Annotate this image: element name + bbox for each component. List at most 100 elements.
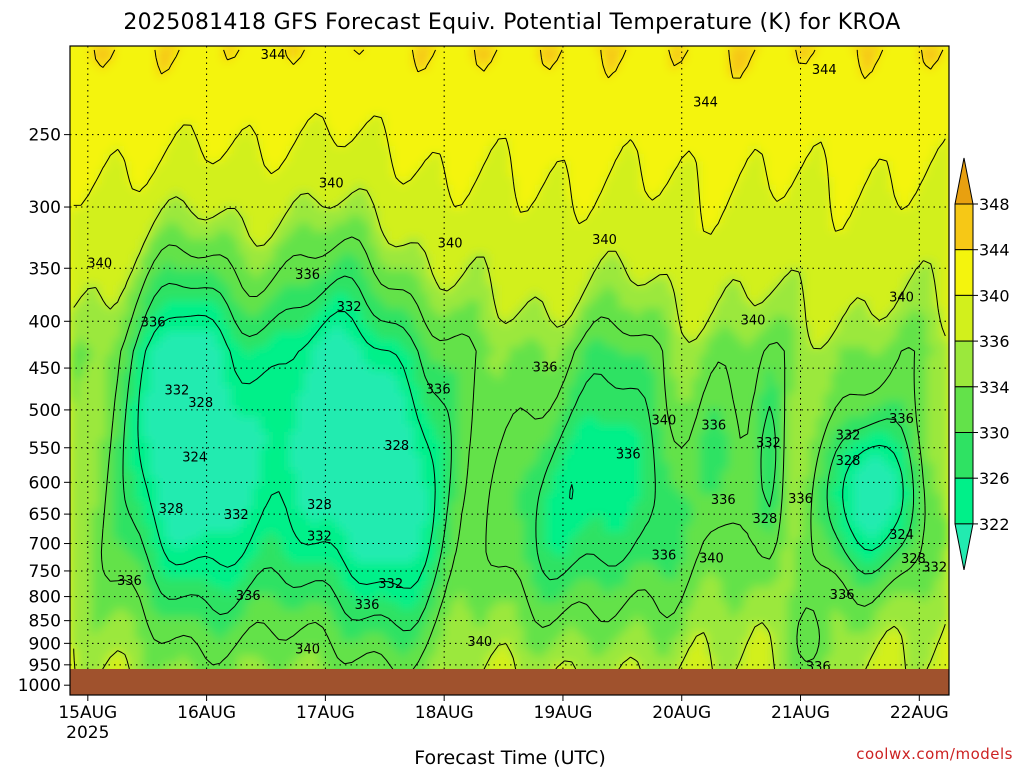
field-cell xyxy=(230,91,239,101)
field-cell xyxy=(333,331,342,341)
field-cell xyxy=(501,192,510,201)
field-cell xyxy=(736,300,745,310)
field-cell xyxy=(472,169,481,178)
field-cell xyxy=(567,99,576,109)
field-cell xyxy=(780,300,789,310)
field-cell xyxy=(516,362,525,371)
field-cell xyxy=(633,230,642,240)
field-cell xyxy=(919,346,928,356)
field-cell xyxy=(919,331,928,341)
field-cell xyxy=(714,99,723,109)
field-cell xyxy=(399,246,408,256)
field-cell xyxy=(721,230,730,240)
field-cell xyxy=(289,91,298,101)
field-cell xyxy=(369,91,379,101)
field-cell xyxy=(714,261,723,271)
field-cell xyxy=(772,261,781,271)
field-cell xyxy=(545,238,554,248)
field-cell xyxy=(465,238,474,248)
field-cell xyxy=(582,107,591,116)
field-cell xyxy=(911,223,921,232)
field-cell xyxy=(604,292,613,302)
field-cell xyxy=(648,107,657,116)
field-cell xyxy=(714,68,723,78)
field-cell xyxy=(457,176,466,186)
field-cell xyxy=(655,169,664,178)
field-cell xyxy=(860,192,869,201)
field-cell xyxy=(787,331,796,341)
field-cell xyxy=(98,308,108,317)
field-cell xyxy=(421,308,430,317)
field-cell xyxy=(867,254,877,263)
field-cell xyxy=(765,122,774,132)
field-cell xyxy=(150,161,159,171)
field-cell xyxy=(281,323,291,333)
field-cell xyxy=(897,246,906,256)
field-cell xyxy=(509,254,518,263)
field-cell xyxy=(120,346,130,356)
field-cell xyxy=(399,84,408,93)
field-cell xyxy=(406,315,415,325)
field-cell xyxy=(582,91,591,101)
field-cell xyxy=(479,285,488,294)
field-cell xyxy=(545,285,554,294)
field-cell xyxy=(802,215,811,225)
field-cell xyxy=(421,122,430,132)
field-cell xyxy=(684,99,694,109)
field-cell xyxy=(120,254,130,263)
field-cell xyxy=(245,192,254,201)
field-cell xyxy=(714,161,723,171)
field-cell xyxy=(706,323,716,333)
field-cell xyxy=(933,176,943,186)
field-cell xyxy=(479,315,488,325)
field-cell xyxy=(435,46,445,55)
field-cell xyxy=(589,76,598,86)
field-cell xyxy=(736,130,745,140)
field-cell xyxy=(640,130,650,140)
field-cell xyxy=(106,61,115,70)
field-cell xyxy=(208,308,217,317)
field-cell xyxy=(135,176,144,186)
field-cell xyxy=(479,145,488,155)
field-cell xyxy=(780,230,789,240)
field-cell xyxy=(897,285,906,294)
field-cell xyxy=(889,277,899,286)
field-cell xyxy=(479,99,488,109)
field-cell xyxy=(824,323,833,333)
field-cell xyxy=(838,354,847,364)
field-cell xyxy=(684,292,694,302)
field-cell xyxy=(743,300,752,310)
field-cell xyxy=(941,238,949,248)
field-cell xyxy=(157,91,166,101)
field-cell xyxy=(465,339,474,348)
field-cell xyxy=(933,292,943,302)
field-cell xyxy=(384,315,393,325)
field-cell xyxy=(194,331,203,341)
field-cell xyxy=(574,68,584,78)
field-cell xyxy=(736,315,745,325)
field-cell xyxy=(245,176,254,186)
field-cell xyxy=(347,254,357,263)
field-cell xyxy=(574,215,584,225)
field-cell xyxy=(926,230,935,240)
field-cell xyxy=(259,354,269,364)
field-cell xyxy=(391,153,401,163)
field-cell xyxy=(91,254,100,263)
field-cell xyxy=(926,192,935,201)
field-cell xyxy=(318,354,327,364)
field-cell xyxy=(736,99,745,109)
field-cell xyxy=(487,323,496,333)
field-cell xyxy=(589,53,598,62)
field-cell xyxy=(816,46,825,55)
field-cell xyxy=(98,323,108,333)
field-cell xyxy=(106,115,115,124)
field-cell xyxy=(303,223,313,232)
field-cell xyxy=(736,46,745,55)
field-cell xyxy=(443,176,452,186)
field-cell xyxy=(230,323,239,333)
field-cell xyxy=(311,122,320,132)
field-cell xyxy=(120,184,130,194)
field-cell xyxy=(333,46,342,55)
field-cell xyxy=(98,215,108,225)
field-cell xyxy=(84,331,93,341)
